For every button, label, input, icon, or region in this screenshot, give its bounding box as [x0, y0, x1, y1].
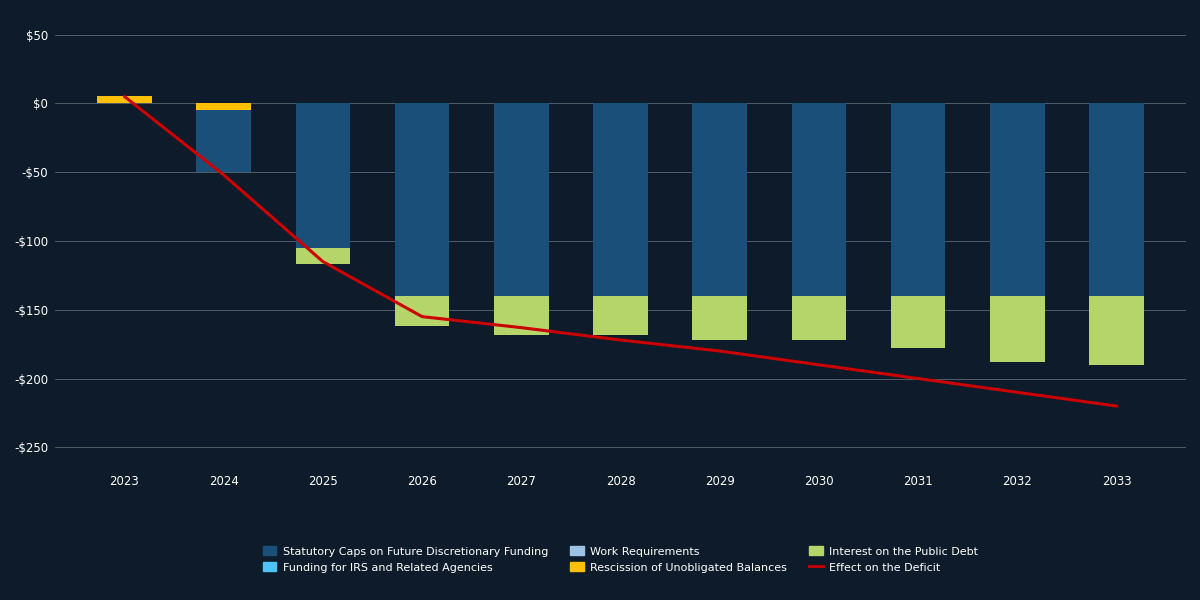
- Legend: Statutory Caps on Future Discretionary Funding, Funding for IRS and Related Agen: Statutory Caps on Future Discretionary F…: [258, 542, 983, 577]
- Bar: [494, 296, 548, 335]
- Bar: [395, 296, 449, 326]
- Bar: [295, 248, 350, 265]
- Bar: [1090, 296, 1144, 365]
- Bar: [1090, 103, 1144, 296]
- Bar: [395, 103, 449, 296]
- Bar: [990, 103, 1045, 296]
- Bar: [593, 103, 648, 296]
- Bar: [692, 103, 748, 296]
- Bar: [792, 103, 846, 296]
- Bar: [890, 296, 946, 348]
- Bar: [593, 296, 648, 335]
- Bar: [295, 103, 350, 248]
- Bar: [97, 97, 151, 103]
- Bar: [494, 103, 548, 296]
- Bar: [197, 103, 251, 110]
- Bar: [692, 296, 748, 340]
- Bar: [792, 296, 846, 340]
- Bar: [990, 296, 1045, 362]
- Bar: [890, 103, 946, 296]
- Bar: [197, 103, 251, 172]
